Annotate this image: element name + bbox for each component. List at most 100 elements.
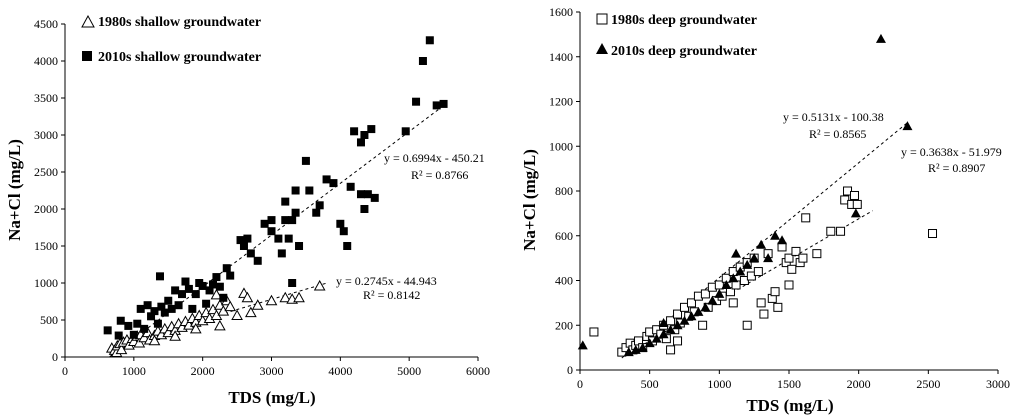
left-point-series-0: [148, 334, 161, 346]
left-point-series-1: [181, 277, 190, 286]
left-y-tick-label: 0: [52, 350, 58, 364]
right-point-series-1: [756, 239, 767, 249]
right-x-tick-label: 1500: [777, 377, 801, 391]
left-point-series-1: [246, 249, 255, 258]
left-point-series-1: [212, 273, 221, 282]
left-point-series-0: [293, 291, 305, 303]
right-point-series-1: [658, 329, 669, 339]
right-point-series-1: [707, 295, 718, 305]
left-point-series-0: [231, 309, 243, 321]
left-x-tick-label: 0: [62, 364, 68, 378]
left-point-series-1: [356, 190, 365, 199]
left-point-series-1: [425, 36, 434, 45]
left-point-series-1: [291, 208, 300, 217]
left-point-series-1: [133, 319, 142, 328]
right-point-series-0: [791, 246, 801, 256]
left-point-series-1: [174, 301, 183, 310]
left-point-series-1: [219, 293, 228, 302]
left-point-series-1: [136, 304, 145, 313]
left-point-series-1: [239, 242, 248, 250]
right-point-series-1: [693, 306, 704, 316]
right-point-series-0: [798, 253, 808, 263]
left-point-series-1: [281, 216, 290, 225]
right-y-tick-label: 800: [555, 184, 573, 198]
left-x-tick-label: 2000: [191, 364, 215, 378]
left-point-series-1: [167, 304, 176, 313]
right-point-series-1: [721, 279, 732, 289]
left-point-series-1: [360, 205, 369, 213]
left-point-series-1: [312, 208, 321, 217]
fit-r2-2010s-shallow: R² = 0.8766: [411, 168, 468, 182]
right-point-series-1: [731, 248, 742, 258]
left-point-series-1: [439, 99, 448, 108]
left-point-series-1: [202, 299, 211, 308]
right-x-tick-label: 3000: [986, 377, 1010, 391]
right-y-tick-label: 1600: [549, 5, 573, 19]
right-point-series-0: [836, 226, 846, 236]
fit-equation-1980s-shallow: y = 0.2745x - 44.943: [336, 274, 437, 288]
legend-marker-filled-triangle: [596, 43, 608, 54]
legend-marker-open-square: [596, 13, 608, 25]
left-point-series-0: [265, 294, 278, 306]
right-y-tick-label: 1400: [549, 50, 573, 64]
right-legend: 1980s deep groundwater 2010s deep ground…: [596, 13, 757, 59]
left-y-tick-label: 1000: [34, 276, 58, 290]
right-y-tick-label: 200: [555, 318, 573, 332]
right-point-series-1: [651, 333, 662, 343]
right-point-series-0: [928, 229, 938, 239]
left-point-series-1: [343, 242, 352, 250]
right-x-tick-label: 500: [641, 377, 659, 391]
left-y-tick-label: 4000: [34, 54, 58, 68]
left-x-tick-label: 3000: [260, 364, 284, 378]
right-y-tick-label: 0: [567, 363, 573, 377]
shallow-groundwater-chart: 0 1000 2000 3000 4000 5000 6000 0 500 1000 1500 200…: [5, 14, 490, 407]
left-point-series-1: [305, 186, 314, 195]
left-y-tick-label: 500: [40, 313, 58, 327]
left-point-series-1: [103, 326, 112, 335]
left-point-series-1: [432, 101, 441, 110]
left-point-series-1: [150, 307, 159, 316]
legend-label-2010s-deep: 2010s deep groundwater: [611, 44, 757, 59]
left-point-series-1: [147, 312, 156, 321]
right-point-series-1: [672, 320, 683, 330]
left-point-series-1: [191, 290, 200, 299]
left-point-series-1: [363, 190, 372, 199]
right-point-series-0: [673, 309, 683, 319]
left-y-tick-label: 3000: [34, 128, 58, 142]
left-point-series-1: [274, 234, 283, 243]
right-point-series-0: [801, 213, 811, 223]
fit-equation-2010s-shallow: y = 0.6994x - 450.21: [384, 151, 485, 165]
left-point-series-1: [356, 138, 365, 147]
right-x-tick-label: 0: [577, 377, 583, 391]
left-point-series-1: [267, 216, 276, 225]
left-point-series-0: [241, 291, 254, 303]
left-point-series-0: [189, 322, 202, 334]
left-point-series-1: [281, 197, 290, 206]
left-point-series-1: [350, 127, 359, 136]
right-point-series-1: [686, 311, 697, 321]
left-point-series-1: [124, 321, 133, 330]
left-point-series-1: [418, 57, 427, 65]
right-point-series-0: [849, 190, 859, 200]
left-point-series-1: [322, 175, 331, 184]
left-point-series-1: [346, 182, 355, 191]
right-y-tick-label: 1200: [549, 95, 573, 109]
left-point-series-1: [157, 302, 166, 311]
right-point-series-1: [665, 324, 676, 334]
fit-r2-1980s-deep: R² = 0.8907: [928, 161, 985, 175]
left-point-series-1: [267, 227, 276, 236]
right-point-series-1: [777, 235, 788, 245]
left-point-series-1: [164, 296, 173, 305]
left-point-series-1: [412, 97, 421, 106]
right-y-tick-label: 600: [555, 229, 573, 243]
left-point-series-0: [279, 291, 292, 303]
right-point-series-0: [826, 226, 836, 236]
left-y-axis-label: Na+Cl (mg/L): [5, 139, 24, 241]
right-point-series-1: [875, 33, 886, 43]
left-point-series-1: [114, 331, 123, 340]
right-point-series-1: [770, 230, 781, 240]
left-point-series-1: [367, 125, 376, 134]
right-point-series-0: [698, 320, 708, 330]
left-point-series-0: [245, 306, 257, 318]
left-point-series-1: [284, 234, 293, 243]
